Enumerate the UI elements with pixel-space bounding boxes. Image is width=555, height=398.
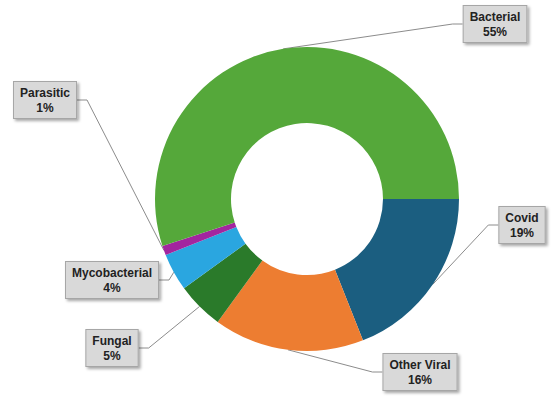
svg-text:Parasitic: Parasitic [20, 86, 70, 100]
svg-text:Fungal: Fungal [92, 334, 131, 348]
svg-text:Other Viral: Other Viral [389, 358, 450, 372]
svg-text:19%: 19% [510, 226, 534, 240]
svg-text:Bacterial: Bacterial [470, 10, 521, 24]
svg-text:5%: 5% [103, 349, 121, 363]
svg-text:4%: 4% [103, 281, 121, 295]
svg-text:Mycobacterial: Mycobacterial [72, 266, 152, 280]
svg-text:1%: 1% [36, 101, 54, 115]
svg-text:16%: 16% [408, 373, 432, 387]
svg-text:Covid: Covid [505, 211, 538, 225]
svg-text:55%: 55% [483, 25, 507, 39]
